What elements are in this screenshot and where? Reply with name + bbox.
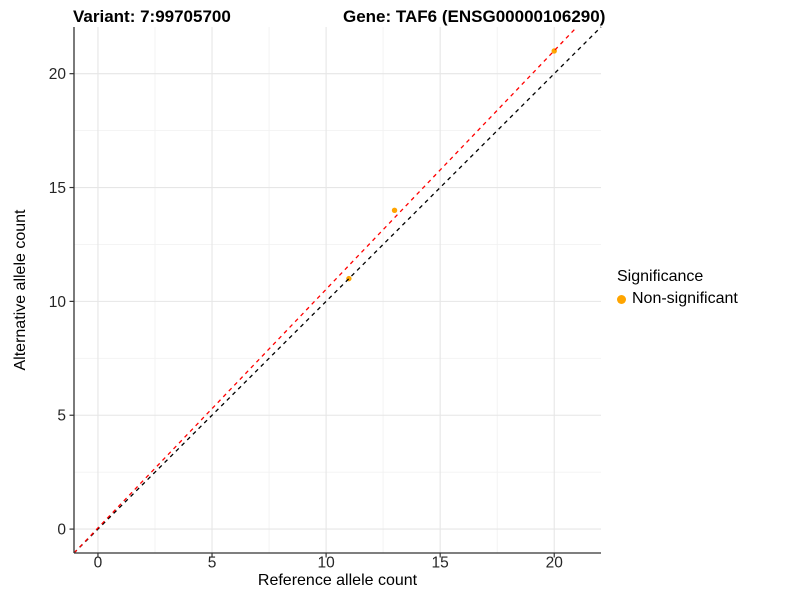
- x-tick-label: 15: [432, 555, 449, 572]
- legend-item-label: Non-significant: [632, 290, 738, 307]
- reference-lines: [73, 26, 602, 554]
- gridlines-major: [74, 27, 601, 553]
- identity-line: [73, 26, 602, 554]
- x-tick-label: 0: [94, 555, 103, 572]
- plot-title-gene: Gene: TAF6 (ENSG00000106290): [343, 7, 606, 26]
- fit-line: [73, 26, 578, 554]
- legend-point-icon: [617, 294, 626, 304]
- x-axis-title: Reference allele count: [257, 572, 418, 589]
- legend-item: Non-significant: [617, 290, 738, 308]
- x-tick-label: 20: [546, 555, 564, 572]
- y-axis-title: Alternative allele count: [12, 209, 29, 371]
- y-tick-label: 5: [57, 408, 66, 425]
- plot-title-variant: Variant: 7:99705700: [73, 7, 231, 26]
- axis-ticks: 0 5 10 15 20 0 5 10 15 20: [49, 66, 563, 571]
- x-tick-label: 10: [317, 555, 335, 572]
- y-tick-label: 15: [49, 180, 66, 197]
- axis-lines: [73, 27, 601, 554]
- y-tick-label: 20: [49, 66, 67, 83]
- data-points: [346, 48, 557, 282]
- legend: Significance Non-significant: [617, 268, 738, 308]
- gridlines-minor: [74, 27, 601, 553]
- y-tick-label: 0: [57, 522, 66, 539]
- data-point: [391, 207, 398, 214]
- x-tick-label: 5: [208, 555, 217, 572]
- y-tick-label: 10: [49, 294, 67, 311]
- legend-title: Significance: [617, 268, 704, 285]
